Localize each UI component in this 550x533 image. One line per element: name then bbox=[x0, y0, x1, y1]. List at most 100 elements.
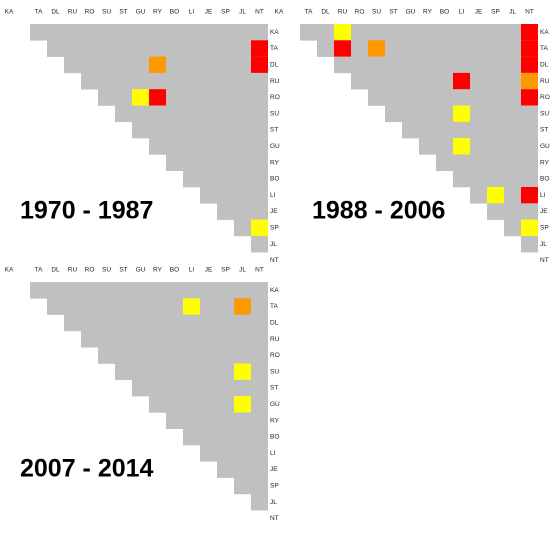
row-label: TA bbox=[540, 45, 548, 52]
column-label: LI bbox=[189, 267, 195, 274]
column-label: SP bbox=[221, 9, 230, 16]
column-label: SU bbox=[372, 9, 381, 16]
highlight-cell bbox=[521, 40, 538, 57]
row-label: GU bbox=[540, 143, 550, 150]
column-label: RY bbox=[153, 267, 163, 274]
row-label: JE bbox=[270, 208, 278, 215]
panel-title: 2007 - 2014 bbox=[20, 455, 154, 483]
matrix-panel: KA KA TA TA DL DL RU RU RO RO SU SU ST ST GU GU RY RY BO BO… bbox=[5, 267, 280, 522]
matrix-row bbox=[368, 89, 538, 106]
column-label: DL bbox=[51, 267, 60, 274]
panel-title: 1970 - 1987 bbox=[20, 197, 153, 225]
row-label: JE bbox=[540, 208, 548, 215]
row-label: DL bbox=[540, 61, 549, 68]
row-label: LI bbox=[270, 450, 276, 457]
column-label: NT bbox=[255, 267, 264, 274]
row-label: TA bbox=[270, 303, 278, 310]
highlight-cell bbox=[368, 40, 385, 57]
column-label: ST bbox=[119, 9, 127, 16]
row-label: SP bbox=[270, 224, 279, 231]
column-label: BO bbox=[170, 9, 179, 16]
row-label: SP bbox=[270, 482, 279, 489]
matrix-row bbox=[217, 203, 268, 220]
row-label: GU bbox=[270, 143, 280, 150]
matrix-row bbox=[183, 428, 268, 446]
column-label: KA bbox=[275, 9, 284, 16]
column-label: JL bbox=[239, 267, 246, 274]
highlight-cell bbox=[234, 396, 251, 413]
matrix-row bbox=[200, 187, 268, 204]
matrix-row bbox=[98, 89, 268, 106]
row-label: RY bbox=[270, 159, 280, 166]
highlight-cell bbox=[453, 138, 470, 155]
row-label: JL bbox=[270, 241, 277, 248]
matrix-row bbox=[251, 235, 268, 253]
matrix-row bbox=[132, 121, 268, 139]
row-label: BO bbox=[540, 176, 549, 183]
matrix-row bbox=[98, 347, 268, 364]
column-label: BO bbox=[170, 267, 179, 274]
row-label: DL bbox=[270, 61, 279, 68]
row-label: RU bbox=[270, 336, 280, 343]
highlight-cell bbox=[149, 56, 166, 73]
column-label: GU bbox=[136, 267, 146, 274]
highlight-cell bbox=[521, 56, 538, 73]
row-label: NT bbox=[540, 257, 549, 264]
highlight-cell bbox=[521, 89, 538, 106]
column-label: JE bbox=[475, 9, 483, 16]
matrix-row bbox=[115, 363, 268, 381]
matrix-row bbox=[251, 493, 268, 511]
matrix-row bbox=[402, 121, 538, 139]
highlight-cell bbox=[334, 40, 351, 57]
column-label: RO bbox=[85, 9, 95, 16]
matrix-row bbox=[521, 235, 538, 253]
highlight-cell bbox=[251, 40, 268, 57]
column-label: LI bbox=[189, 9, 195, 16]
column-label: RU bbox=[68, 9, 78, 16]
column-label: ST bbox=[389, 9, 397, 16]
column-label: JL bbox=[239, 9, 246, 16]
row-label: SU bbox=[540, 110, 549, 117]
matrix-row bbox=[166, 154, 268, 171]
highlight-cell bbox=[521, 72, 538, 90]
column-label: RO bbox=[355, 9, 365, 16]
row-label: KA bbox=[540, 29, 549, 36]
row-label: KA bbox=[270, 287, 279, 294]
column-label: KA bbox=[5, 267, 14, 274]
highlight-cell bbox=[183, 298, 200, 315]
column-label: JL bbox=[509, 9, 516, 16]
row-label: BO bbox=[270, 176, 279, 183]
column-label: DL bbox=[321, 9, 330, 16]
row-label: RU bbox=[270, 78, 280, 85]
matrix-row bbox=[30, 24, 268, 41]
row-label: SU bbox=[270, 110, 279, 117]
column-label: JE bbox=[205, 267, 213, 274]
highlight-cell bbox=[234, 298, 251, 315]
column-label: NT bbox=[255, 9, 264, 16]
highlight-cell bbox=[487, 187, 504, 204]
column-label: TA bbox=[35, 267, 43, 274]
column-label: KA bbox=[5, 9, 14, 16]
row-label: ST bbox=[270, 127, 278, 134]
row-label: TA bbox=[270, 45, 278, 52]
matrix-row bbox=[419, 138, 538, 155]
row-label: DL bbox=[270, 319, 279, 326]
matrix-row bbox=[334, 56, 538, 74]
column-label: NT bbox=[525, 9, 534, 16]
row-label: NT bbox=[270, 257, 279, 264]
column-label: SP bbox=[221, 267, 230, 274]
row-label: BO bbox=[270, 434, 279, 441]
matrix-panel: KA KA TA TA DL DL RU RU RO RO SU SU ST ST GU GU RY RY BO BO… bbox=[5, 9, 280, 264]
highlight-cell bbox=[132, 89, 149, 106]
row-label: RO bbox=[540, 94, 550, 101]
row-label: JL bbox=[540, 241, 547, 248]
row-label: NT bbox=[270, 515, 279, 522]
row-label: RO bbox=[270, 352, 280, 359]
matrix-row bbox=[436, 154, 538, 171]
column-label: GU bbox=[406, 9, 416, 16]
matrix-row bbox=[487, 203, 538, 220]
column-label: TA bbox=[35, 9, 43, 16]
highlight-cell bbox=[251, 56, 268, 73]
row-label: LI bbox=[540, 192, 546, 199]
matrix-row bbox=[30, 282, 268, 299]
